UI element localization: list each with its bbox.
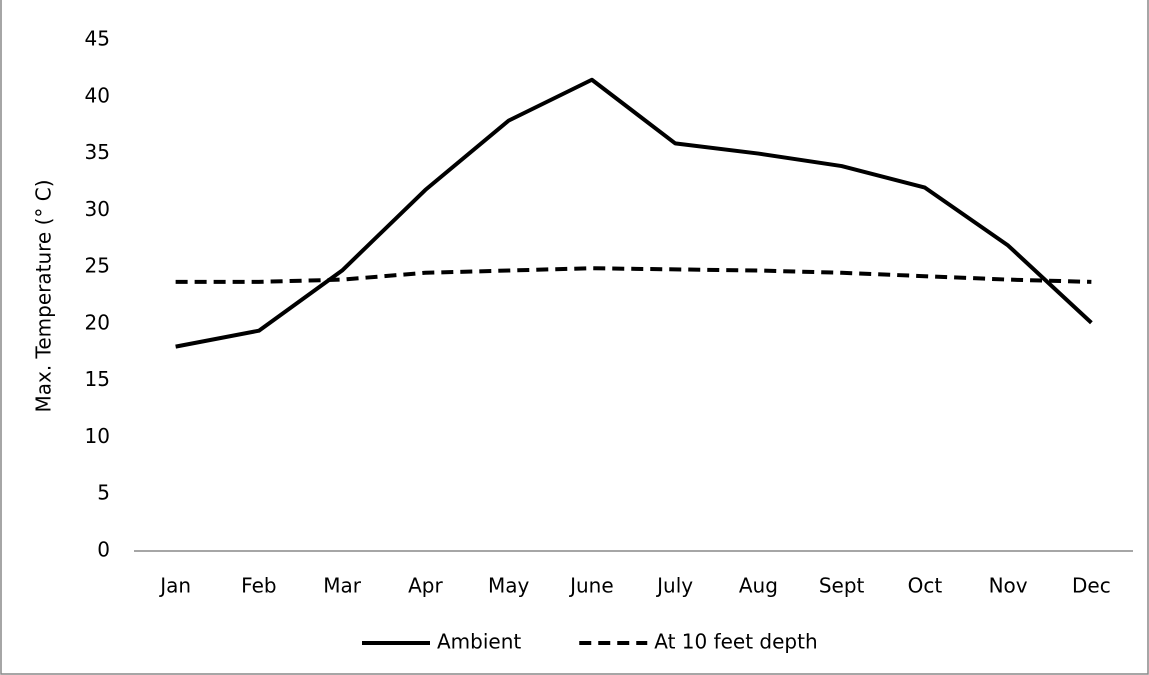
y-tick-label: 40 (85, 83, 110, 107)
x-tick-label: Apr (408, 574, 443, 598)
legend-label: Ambient (437, 630, 521, 654)
y-tick-label: 30 (85, 197, 110, 221)
y-tick-label: 0 (97, 538, 110, 562)
x-tick-label: Dec (1072, 574, 1111, 598)
x-tick-label: Nov (989, 574, 1028, 598)
x-tick-label: Feb (241, 574, 276, 598)
y-tick-label: 10 (85, 424, 110, 448)
x-tick-label: Sept (819, 574, 865, 598)
x-tick-label: June (568, 574, 614, 598)
y-tick-label: 45 (85, 27, 110, 51)
y-tick-label: 15 (85, 367, 110, 391)
x-tick-label: Mar (323, 574, 362, 598)
x-tick-label: May (488, 574, 530, 598)
y-tick-label: 25 (85, 254, 110, 278)
line-series (175, 266, 1092, 284)
x-tick-label: Jan (158, 574, 191, 598)
y-tick-label: 35 (85, 140, 110, 164)
legend-label: At 10 feet depth (654, 630, 817, 654)
y-axis-label: Max. Temperature (° C) (32, 179, 56, 412)
y-tick-label: 20 (85, 310, 110, 334)
x-tick-label: Aug (739, 574, 778, 598)
x-tick-label: July (655, 574, 693, 598)
x-tick-label: Oct (908, 574, 943, 598)
y-tick-label: 5 (97, 481, 110, 505)
